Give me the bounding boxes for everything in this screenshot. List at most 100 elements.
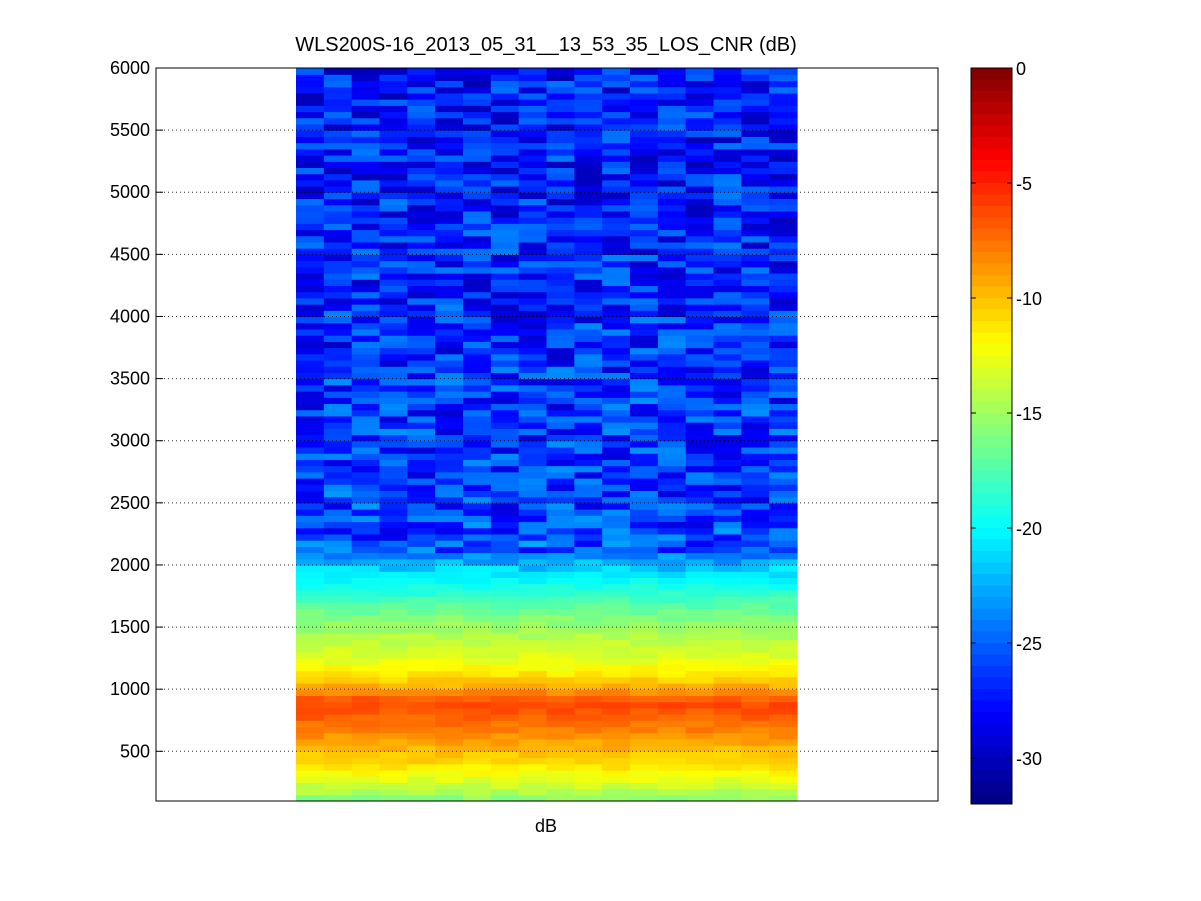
heatmap-cell (351, 422, 381, 429)
heatmap-cell (602, 639, 631, 647)
heatmap-cell (407, 428, 436, 436)
heatmap-cell (769, 384, 798, 392)
heatmap-cell (546, 173, 575, 181)
heatmap-cell (296, 316, 325, 324)
heatmap-cell (296, 328, 325, 336)
heatmap-cell (713, 658, 742, 665)
heatmap-cell (630, 714, 659, 721)
heatmap-cell (518, 130, 548, 137)
heatmap-cell (685, 353, 715, 361)
heatmap-cell (518, 701, 548, 709)
colorbar-tick-label: 0 (1016, 59, 1026, 79)
heatmap-cell (602, 415, 631, 423)
heatmap-cell (518, 304, 548, 311)
heatmap-cell (490, 335, 520, 342)
heatmap-cell (602, 676, 631, 684)
heatmap-cell (379, 434, 408, 442)
heatmap-cell (657, 596, 687, 603)
heatmap-cell (463, 465, 492, 473)
heatmap-cell (407, 496, 436, 504)
heatmap-cell (296, 235, 325, 243)
heatmap-cell (657, 378, 687, 386)
heatmap-cell (769, 763, 798, 771)
heatmap-cell (685, 254, 715, 262)
heatmap-cell (546, 198, 575, 206)
heatmap-cell (657, 627, 687, 634)
heatmap-cell (323, 533, 353, 541)
heatmap-cell (490, 751, 520, 759)
heatmap-cell (546, 68, 575, 75)
heatmap-cell (713, 80, 742, 88)
heatmap-cell (407, 484, 436, 491)
heatmap-cell (490, 254, 520, 262)
heatmap-cell (518, 459, 548, 467)
colorbar-tick-label: -25 (1016, 634, 1042, 654)
heatmap-cell (741, 260, 770, 268)
heatmap-cell (602, 695, 631, 703)
heatmap-cell (407, 695, 436, 703)
heatmap-cell (518, 217, 548, 224)
heatmap-cell (323, 577, 353, 585)
heatmap-cell (435, 552, 464, 560)
heatmap-cell (435, 633, 464, 641)
heatmap-cell (463, 788, 492, 796)
heatmap-cell (323, 558, 353, 566)
heatmap-cell (435, 459, 464, 467)
heatmap-cell (602, 397, 631, 405)
heatmap-cell (685, 297, 715, 305)
heatmap-cell (296, 682, 325, 690)
heatmap-cell (741, 558, 770, 566)
heatmap-cell (379, 92, 408, 100)
heatmap-cell (630, 248, 659, 255)
heatmap-cell (407, 148, 436, 156)
heatmap-cell (379, 328, 408, 336)
heatmap-cell (351, 577, 381, 585)
heatmap-cell (351, 198, 381, 206)
heatmap-cell (713, 788, 742, 796)
heatmap-cell (713, 459, 742, 467)
heatmap-cell (630, 335, 659, 342)
heatmap-cell (463, 167, 492, 175)
heatmap-cell (546, 322, 575, 330)
heatmap-cell (518, 533, 548, 541)
heatmap-cell (435, 223, 464, 231)
heatmap-cell (518, 272, 548, 280)
heatmap-cell (630, 167, 659, 175)
heatmap-cell (657, 173, 687, 181)
heatmap-cell (407, 645, 436, 653)
heatmap-cell (463, 782, 492, 790)
heatmap-cell (713, 577, 742, 585)
heatmap-cell (713, 564, 742, 572)
heatmap-cell (602, 682, 631, 690)
heatmap-cell (435, 471, 464, 479)
heatmap-cell (463, 99, 492, 106)
heatmap-cell (602, 720, 631, 728)
heatmap-cell (490, 745, 520, 752)
heatmap-cell (351, 366, 381, 373)
heatmap-cell (351, 477, 381, 485)
heatmap-cell (630, 515, 659, 523)
heatmap-cell (630, 148, 659, 156)
heatmap-cell (379, 130, 408, 137)
heatmap-cell (490, 130, 520, 137)
heatmap-cell (602, 384, 631, 392)
heatmap-cell (713, 695, 742, 703)
heatmap-cell (602, 769, 631, 777)
heatmap-cell (657, 763, 687, 771)
heatmap-cell (463, 459, 492, 467)
heatmap-cell (741, 297, 770, 305)
heatmap-cell (463, 695, 492, 703)
heatmap-cell (351, 533, 381, 541)
heatmap-cell (630, 782, 659, 790)
heatmap-cell (657, 210, 687, 218)
heatmap-cell (296, 627, 325, 634)
heatmap-cell (685, 335, 715, 342)
heatmap-cell (518, 384, 548, 392)
colorbar-band (971, 275, 1012, 287)
heatmap-cell (741, 627, 770, 634)
heatmap-cell (657, 701, 687, 709)
heatmap-cell (351, 689, 381, 696)
heatmap-cell (407, 198, 436, 206)
heatmap-cell (741, 620, 770, 628)
heatmap-cell (518, 745, 548, 752)
